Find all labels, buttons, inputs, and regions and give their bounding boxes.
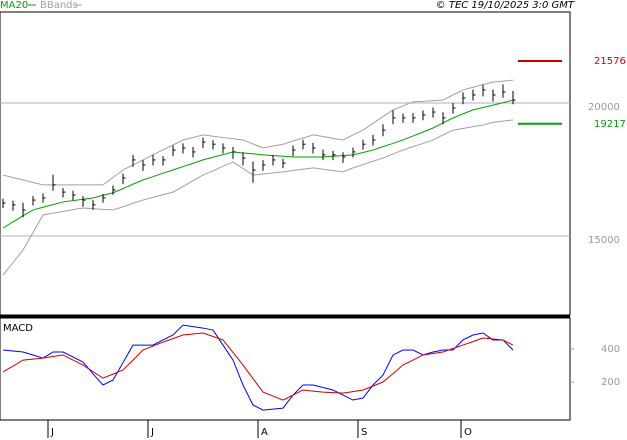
overlay-line — [2, 79, 514, 186]
macd-line — [2, 324, 514, 411]
x-tick-label: J — [50, 427, 54, 438]
y-tick-label: 400 — [601, 344, 620, 355]
x-tick-label: S — [361, 427, 367, 438]
price-marker-label: 21576 — [594, 56, 626, 67]
y-tick-label: 20000 — [588, 102, 620, 113]
y-tick-label: 200 — [601, 377, 620, 388]
legend-bbands: BBands — [40, 0, 78, 11]
x-tick-label: J — [150, 427, 154, 438]
overlay-line — [2, 119, 514, 276]
y-tick-label: 15000 — [588, 235, 620, 246]
legend-ma20: MA20 — [0, 0, 28, 11]
overlay-line — [2, 99, 514, 229]
macd-panel — [0, 317, 571, 421]
x-tick-label: A — [261, 427, 268, 438]
price-panel — [0, 11, 571, 316]
macd-title: MACD — [3, 323, 33, 334]
x-tick-label: O — [464, 427, 472, 438]
price-marker-label: 19217 — [594, 119, 626, 130]
macd-line — [2, 332, 514, 401]
source: © TEC 19/10/2025 3:0 GMT — [436, 0, 575, 11]
